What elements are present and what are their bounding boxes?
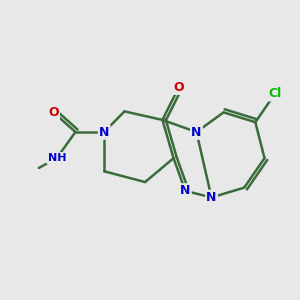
Text: N: N: [99, 125, 110, 139]
Text: O: O: [173, 81, 184, 94]
Text: N: N: [180, 184, 190, 197]
Text: NH: NH: [47, 153, 66, 163]
Text: O: O: [48, 106, 59, 119]
Text: N: N: [191, 125, 202, 139]
Text: N: N: [206, 191, 217, 204]
Text: Cl: Cl: [268, 87, 282, 100]
